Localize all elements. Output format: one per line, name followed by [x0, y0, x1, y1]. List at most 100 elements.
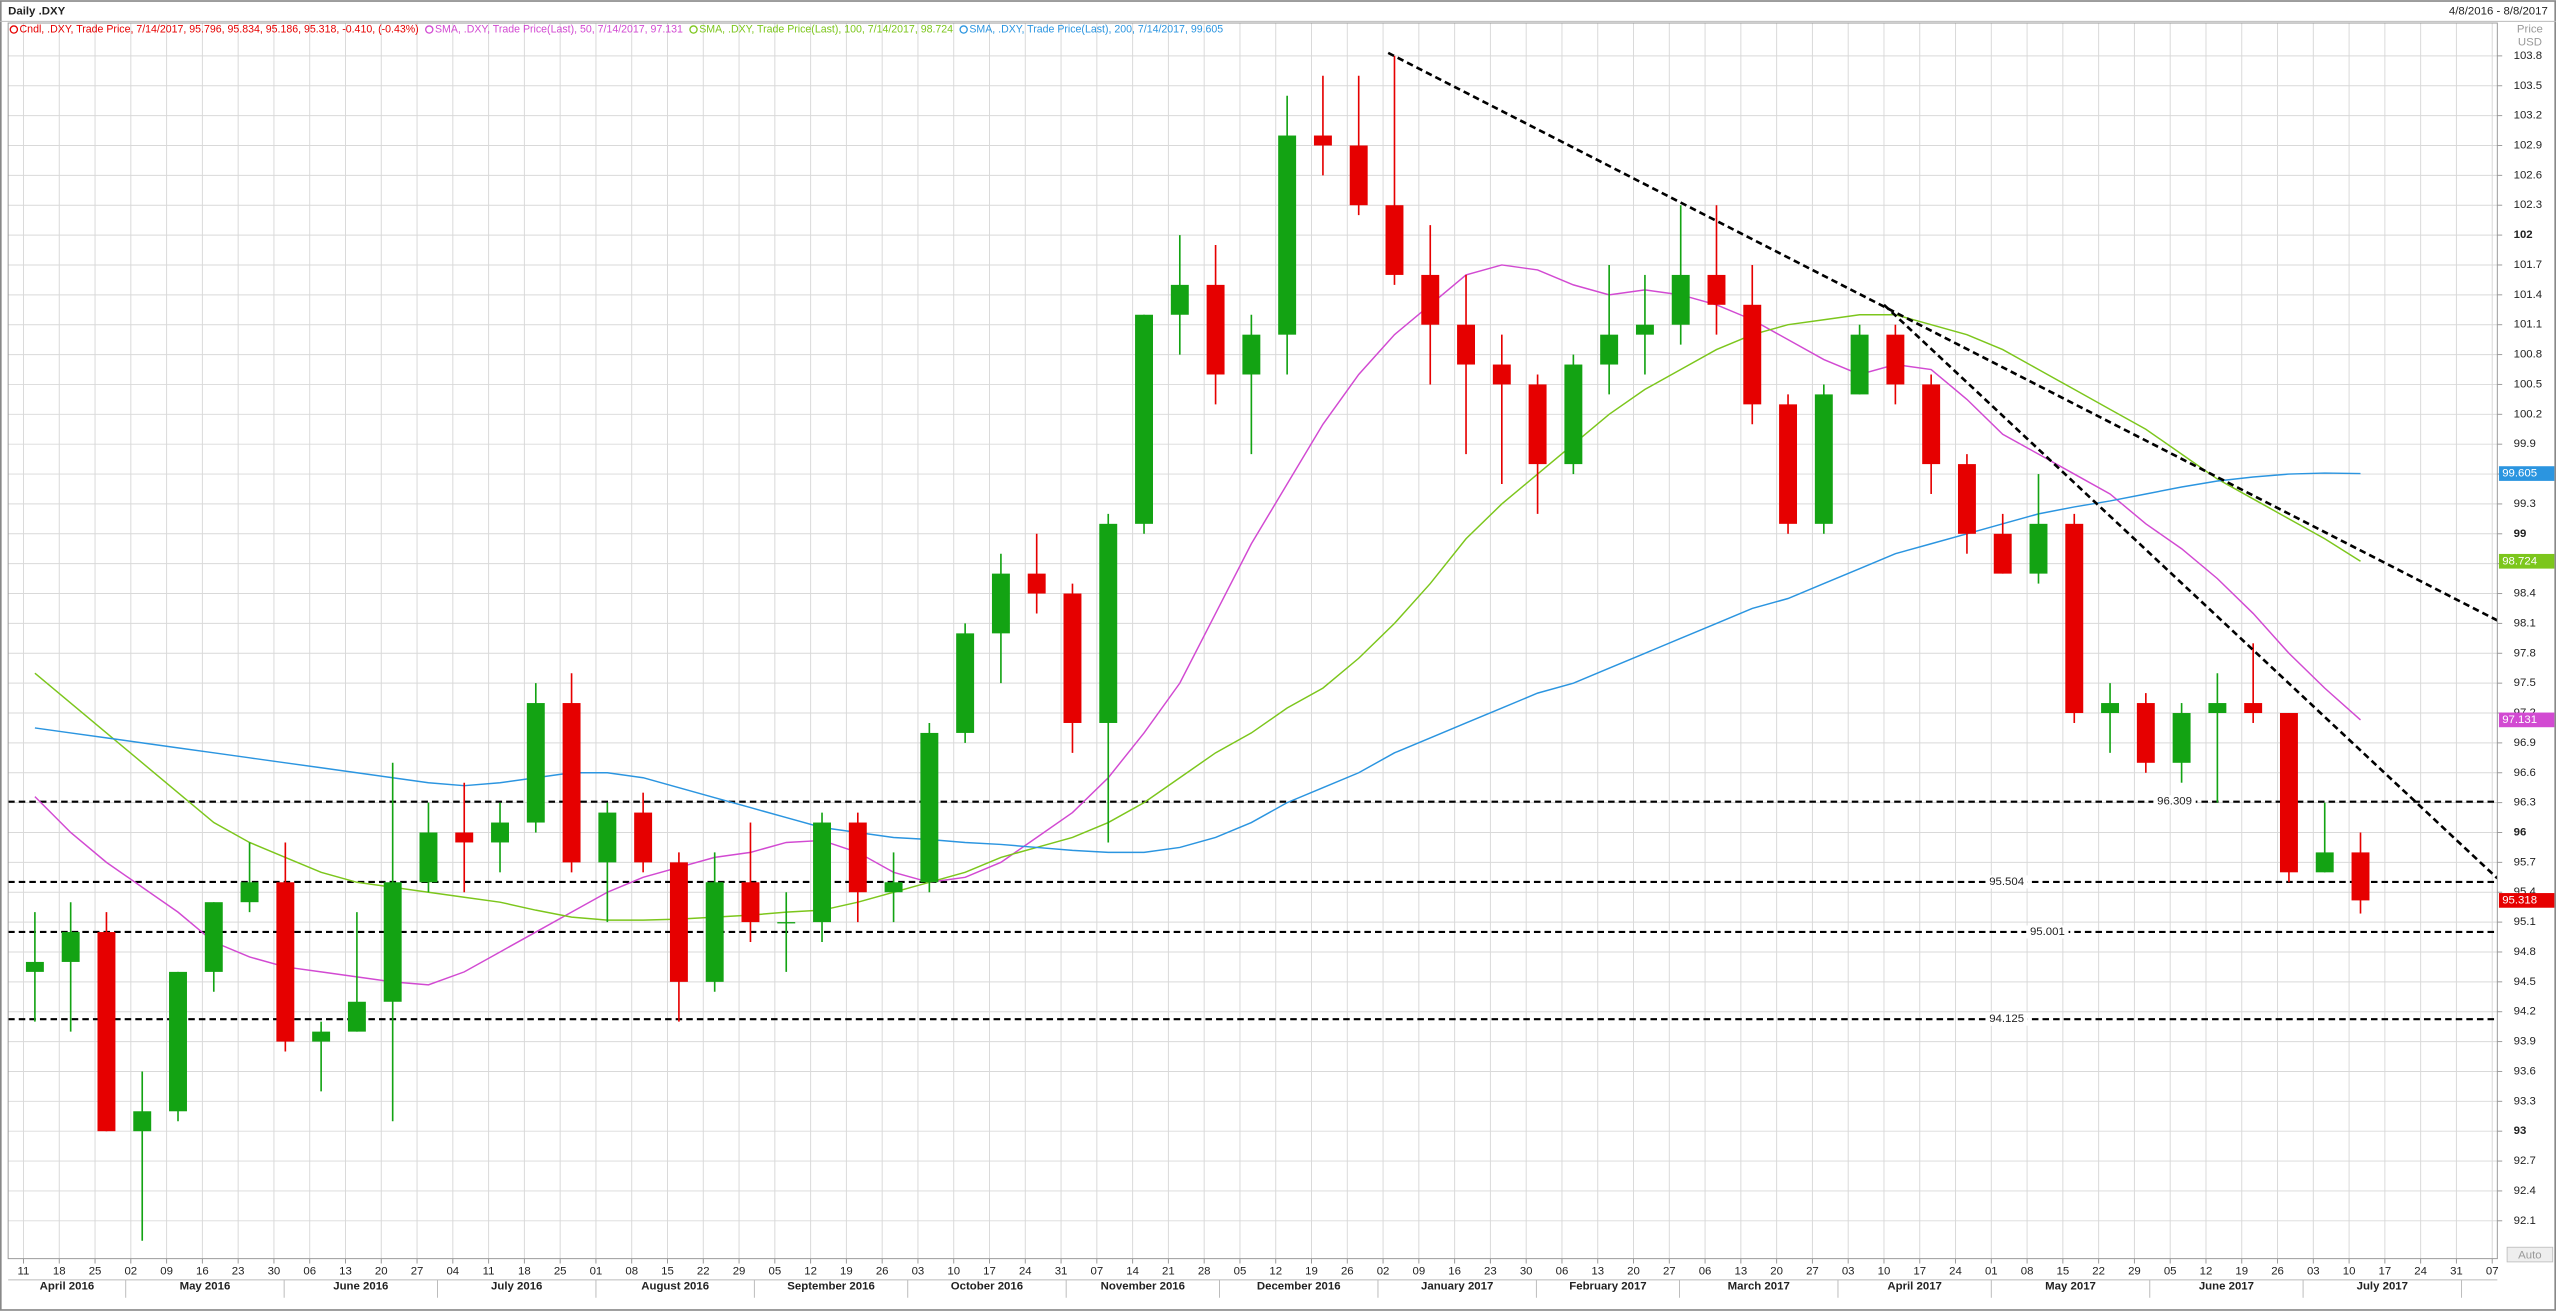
x-tick-label: 19	[840, 1266, 853, 1278]
x-tick-label: 25	[554, 1266, 567, 1278]
candle-body	[1600, 334, 1619, 365]
x-tick-label: 23	[1484, 1266, 1497, 1278]
candle-body	[1779, 404, 1798, 524]
legend-entry[interactable]: SMA, .DXY, Trade Price(Last), 100, 7/14/…	[699, 23, 953, 35]
trend-line	[1883, 303, 2498, 880]
x-tick-label: 29	[733, 1266, 746, 1278]
y-tick-label: 96.6	[2514, 767, 2536, 779]
x-tick-label: 03	[1842, 1266, 1855, 1278]
last-value-box	[2498, 712, 2555, 728]
x-tick-label: 31	[2450, 1266, 2463, 1278]
candle-body	[312, 1031, 331, 1042]
candle-body	[884, 882, 903, 893]
x-tick-label: 23	[232, 1266, 245, 1278]
candle-body	[598, 812, 617, 863]
y-tick-label: 101.4	[2514, 289, 2543, 301]
legend-entry[interactable]: Cndl, .DXY, Trade Price, 7/14/2017, 95.7…	[20, 23, 419, 35]
level-label: 94.125	[1989, 1013, 2024, 1025]
legend-icon[interactable]	[9, 25, 19, 34]
x-tick-label: 01	[590, 1266, 603, 1278]
month-label: December 2016	[1257, 1280, 1341, 1292]
candle-body	[1528, 384, 1547, 465]
scale-mode-box[interactable]	[2506, 1246, 2554, 1263]
candle-body	[240, 882, 259, 903]
candle-body	[1457, 324, 1476, 365]
candle-body	[669, 862, 688, 982]
candle-body	[991, 573, 1010, 634]
x-tick-label: 11	[483, 1266, 495, 1278]
candle-body	[2029, 523, 2048, 574]
candle-body	[634, 812, 653, 863]
x-tick-label: 24	[1019, 1266, 1032, 1278]
y-tick-label: 102.3	[2514, 199, 2543, 211]
candle-body	[1313, 135, 1332, 146]
y-tick-label: 96.3	[2514, 797, 2536, 809]
x-tick-label: 04	[446, 1266, 459, 1278]
last-value-label: 99.605	[2502, 468, 2537, 480]
x-tick-label: 10	[1878, 1266, 1891, 1278]
x-tick-label: 12	[804, 1266, 817, 1278]
candle-body	[1707, 274, 1726, 305]
x-tick-label: 06	[303, 1266, 316, 1278]
x-tick-label: 05	[1234, 1266, 1247, 1278]
y-tick-label: 98.1	[2514, 617, 2536, 629]
candle-body	[1814, 394, 1833, 524]
y-tick-label: 96.9	[2514, 737, 2536, 749]
candle-body	[1063, 593, 1082, 723]
y-tick-label: 96	[2514, 827, 2527, 839]
month-label: April 2016	[40, 1280, 95, 1292]
level-label-bg	[2153, 795, 2196, 809]
y-tick-label: 99.3	[2514, 498, 2536, 510]
x-tick-label: 17	[983, 1266, 996, 1278]
legend-icon[interactable]	[689, 25, 698, 34]
x-tick-label: 17	[1913, 1266, 1926, 1278]
x-tick-label: 11	[18, 1266, 30, 1278]
candle-body	[2136, 703, 2155, 763]
level-label: 96.309	[2157, 796, 2192, 808]
y-tick-label: 93.9	[2514, 1036, 2536, 1048]
y-tick-label: 102.9	[2514, 140, 2543, 152]
plot-border	[7, 22, 2498, 1260]
y-tick-label: 97.8	[2514, 647, 2536, 659]
last-value-label: 95.318	[2502, 894, 2537, 906]
month-label: May 2016	[180, 1280, 231, 1292]
candle-body	[1671, 274, 1690, 325]
legend-entry[interactable]: SMA, .DXY, Trade Price(Last), 50, 7/14/2…	[435, 23, 683, 35]
x-tick-label: 30	[1520, 1266, 1533, 1278]
y-tick-label: 103.5	[2514, 80, 2543, 92]
candle-body	[1135, 314, 1153, 524]
candle-body	[1957, 464, 1976, 534]
candle-body	[848, 822, 867, 893]
candle-body	[1170, 284, 1189, 315]
last-value-label: 98.724	[2502, 555, 2538, 567]
candle-body	[1349, 145, 1368, 206]
candle-body	[97, 932, 116, 1132]
sma-line	[34, 264, 2361, 986]
legend-entry[interactable]: SMA, .DXY, Trade Price(Last), 200, 7/14/…	[969, 23, 1223, 35]
candle-body	[1206, 284, 1225, 375]
legend-icon[interactable]	[959, 25, 968, 34]
last-value-box	[2498, 466, 2555, 481]
x-tick-label: 27	[411, 1266, 424, 1278]
trend-line	[1387, 51, 2498, 622]
month-label: July 2017	[2357, 1280, 2408, 1292]
candle-body	[133, 1111, 152, 1132]
y-tick-label: 93.6	[2514, 1065, 2536, 1077]
y-tick-label: 101.7	[2514, 259, 2543, 271]
scale-mode[interactable]: Auto	[2518, 1249, 2541, 1261]
legend-icon[interactable]	[425, 25, 434, 34]
y-tick-label: 97.5	[2514, 677, 2536, 689]
candle-body	[1492, 364, 1511, 385]
candle-body	[1886, 334, 1905, 385]
axes: 103.8 103.5 103.2 102.9 102.6 102.3 102 101.7 10…	[8, 23, 2555, 1298]
x-tick-label: 18	[518, 1266, 531, 1278]
month-label: June 2016	[333, 1280, 388, 1292]
y-unit: USD	[2518, 37, 2542, 49]
sma-line	[34, 314, 2361, 921]
y-tick-label: 92.1	[2514, 1215, 2536, 1227]
candle-body	[61, 932, 80, 962]
candle-body	[777, 922, 796, 924]
x-tick-label: 08	[2021, 1266, 2034, 1278]
x-tick-label: 26	[1341, 1266, 1354, 1278]
